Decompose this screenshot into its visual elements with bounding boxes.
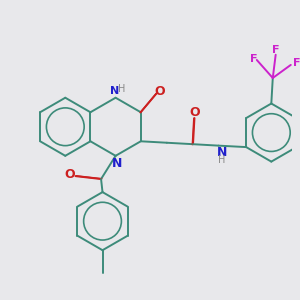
Text: F: F [250,53,257,64]
Text: N: N [217,146,227,158]
Text: H: H [118,84,126,94]
Text: O: O [64,168,75,181]
Text: F: F [272,44,279,55]
Text: N: N [112,158,122,170]
Text: F: F [293,58,300,68]
Text: O: O [189,106,200,119]
Text: O: O [155,85,165,98]
Text: N: N [110,86,119,96]
Text: H: H [218,155,226,165]
